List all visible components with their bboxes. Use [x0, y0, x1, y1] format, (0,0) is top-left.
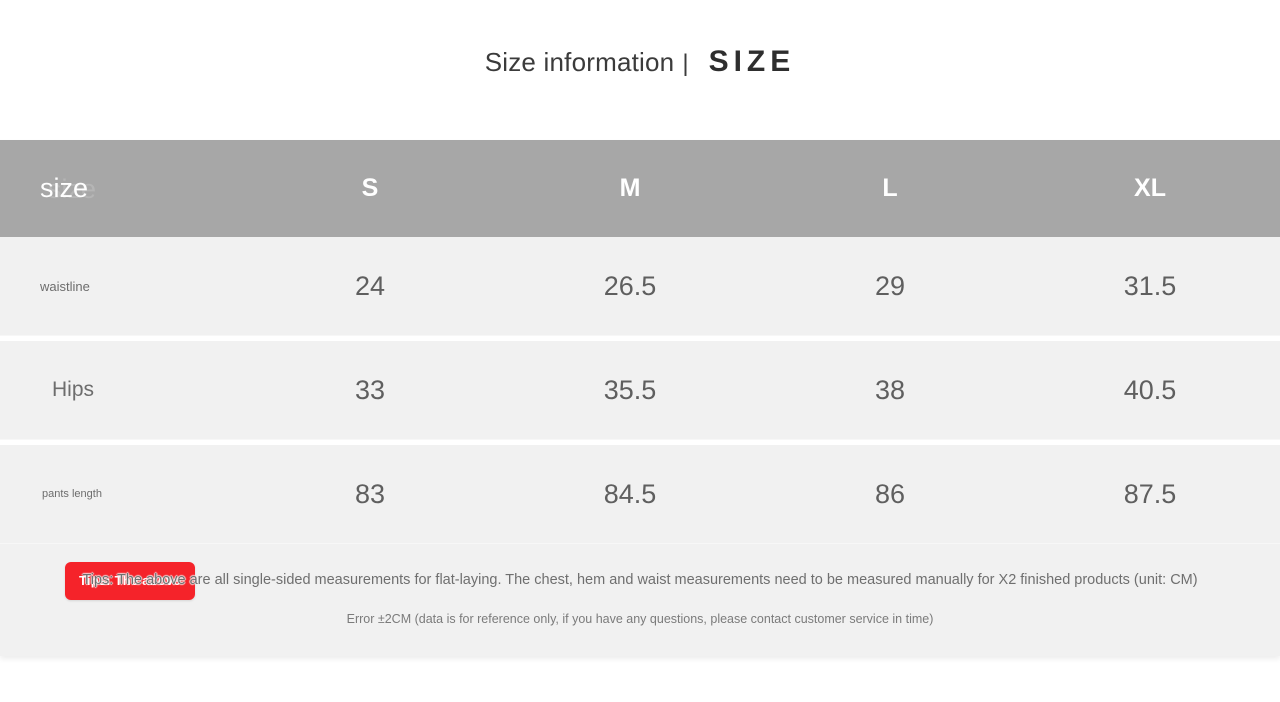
table-header-cell-size: size size [0, 173, 240, 204]
row-label-hips: Hips [52, 378, 95, 401]
cell-value: 24 [354, 270, 386, 301]
cell-pants-length-l: 86 [760, 479, 1020, 510]
page-title-separator: | [682, 50, 689, 77]
page-title-main: Size information [484, 47, 675, 77]
page-title-size: SIZE [708, 45, 796, 78]
column-header-s: S [361, 174, 379, 202]
cell-waistline-s: 24 [240, 271, 500, 302]
page-title: Size information | SIZE [485, 45, 796, 79]
table-row: waistline 24 26.5 29 31.5 [0, 237, 1280, 336]
table-header-cell-l: L [760, 174, 1020, 203]
table-row: pants length 83 84.5 86 87.5 [0, 445, 1280, 544]
table-header-cell-m: M [500, 174, 760, 203]
page-title-bar: Size information | SIZE [0, 0, 1280, 140]
cell-hips-s: 33 [240, 375, 500, 406]
footer-note-primary: Tips: The above Tips: The above are all … [0, 562, 1280, 600]
cell-value: 33 [354, 374, 386, 405]
cell-hips-xl: 40.5 [1020, 375, 1280, 406]
cell-value: 29 [874, 270, 906, 301]
cell-pants-length-xl: 87.5 [1020, 479, 1280, 510]
cell-pants-length-m: 84.5 [500, 479, 760, 510]
footer-note-secondary: Error ±2CM (data is for reference only, … [346, 612, 934, 626]
cell-waistline-xl: 31.5 [1020, 271, 1280, 302]
cell-value: 35.5 [603, 374, 657, 405]
row-label-cell-waistline: waistline [0, 279, 240, 294]
size-header-text: size [40, 173, 89, 203]
cell-waistline-m: 26.5 [500, 271, 760, 302]
cell-value: 31.5 [1123, 270, 1177, 301]
table-row: Hips 33 35.5 38 40.5 [0, 341, 1280, 440]
cell-hips-l: 38 [760, 375, 1020, 406]
tips-badge: Tips: The above [65, 562, 195, 600]
row-label-pants-length: pants length [42, 488, 102, 500]
cell-value: 84.5 [603, 478, 657, 509]
cell-value: 38 [874, 374, 906, 405]
cell-hips-m: 35.5 [500, 375, 760, 406]
cell-value: 40.5 [1123, 374, 1177, 405]
cell-pants-length-s: 83 [240, 479, 500, 510]
footer-note-primary-text: Tips: The above are all single-sided mea… [82, 572, 1198, 588]
table-header-row: size size S M L XL [0, 140, 1280, 237]
row-label-cell-pants-length: pants length [0, 488, 240, 500]
cell-value: 26.5 [603, 270, 657, 301]
column-header-l: L [882, 174, 898, 202]
row-label-waistline: waistline [40, 278, 90, 294]
table-footer-notes: Tips: The above Tips: The above are all … [0, 544, 1280, 656]
cell-waistline-l: 29 [760, 271, 1020, 302]
cell-value: 83 [354, 478, 386, 509]
cell-value: 87.5 [1123, 478, 1177, 509]
size-header-label: size size [40, 173, 96, 204]
table-header-cell-xl: XL [1020, 174, 1280, 203]
row-label-cell-hips: Hips [0, 378, 240, 402]
size-chart-table: size size S M L XL waistline 24 26.5 29 [0, 140, 1280, 656]
column-header-xl: XL [1134, 174, 1166, 202]
table-header-cell-s: S [240, 174, 500, 203]
cell-value: 86 [874, 478, 906, 509]
column-header-m: M [619, 174, 641, 202]
